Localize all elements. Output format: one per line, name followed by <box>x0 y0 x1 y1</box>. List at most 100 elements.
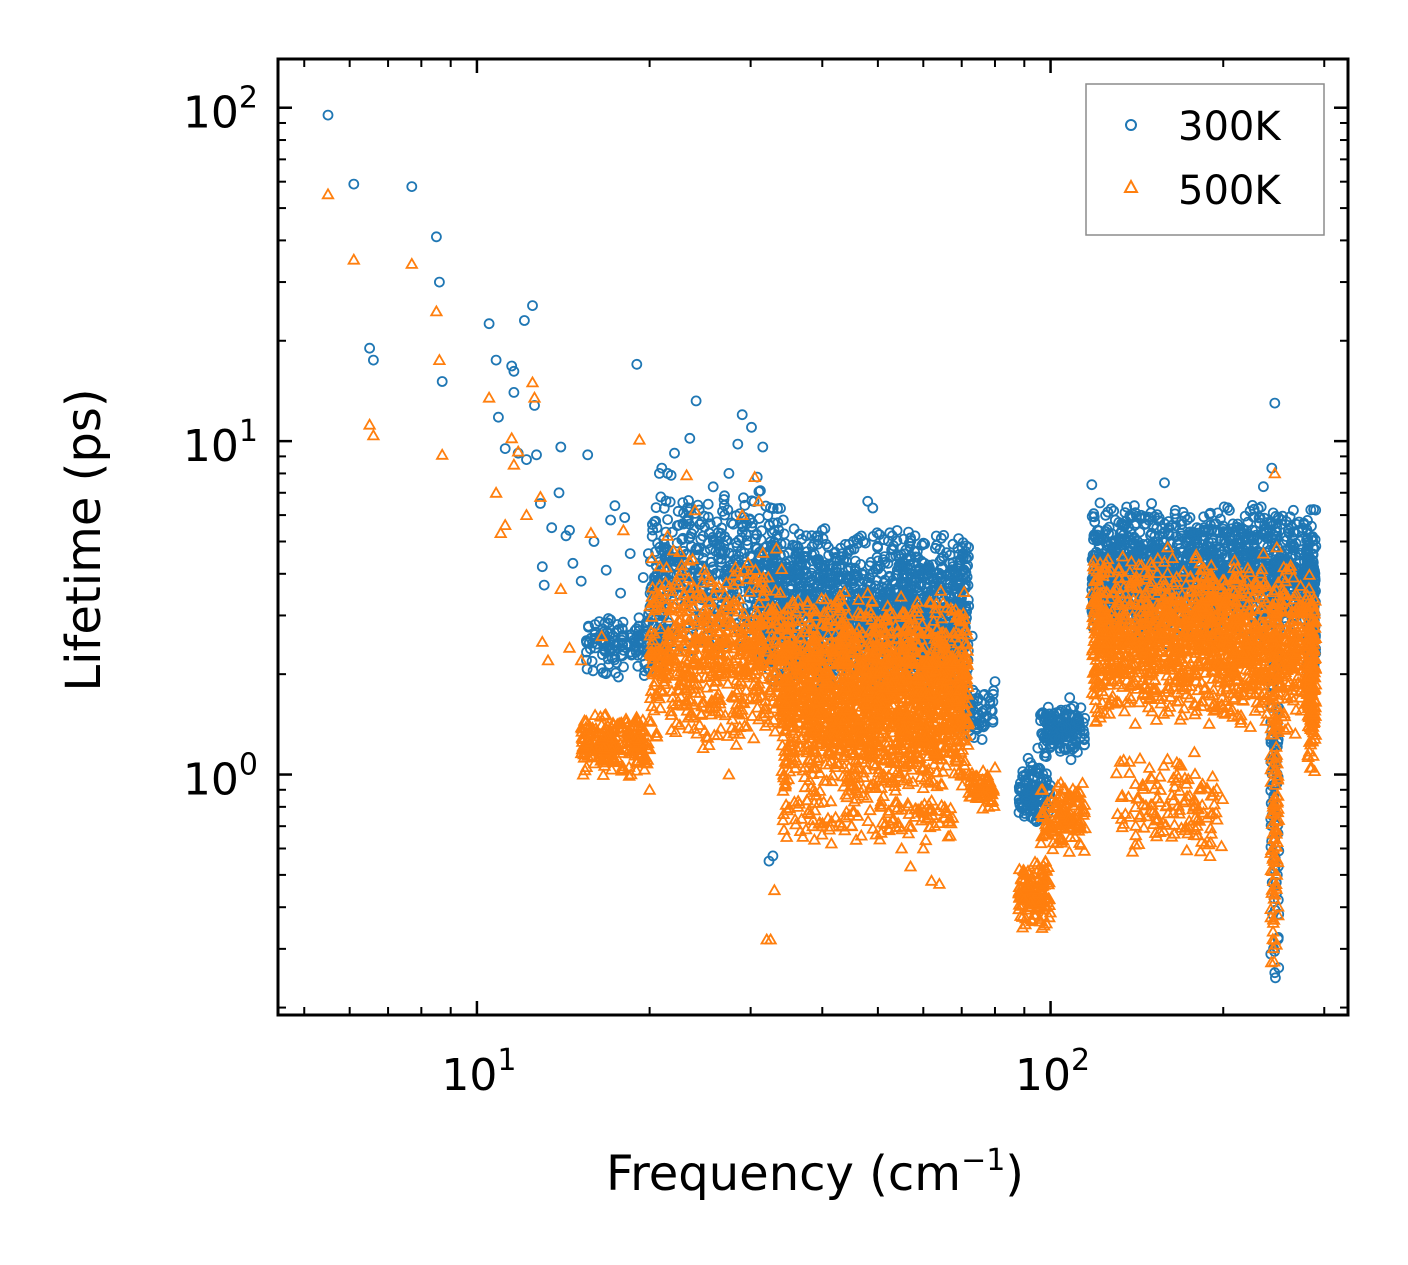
point-300K <box>778 528 790 540</box>
point-300K <box>1053 733 1065 744</box>
point-300K <box>436 376 448 387</box>
point-300K <box>499 443 511 455</box>
point-300K <box>768 525 780 536</box>
point-300K <box>851 534 863 545</box>
point-300K <box>959 568 971 580</box>
point-300K <box>963 551 974 563</box>
point-300K <box>1040 751 1052 762</box>
point-300K <box>913 571 925 583</box>
point-300K <box>1105 503 1117 515</box>
point-300K <box>508 386 520 398</box>
point-300K <box>583 620 594 632</box>
point-300K <box>521 454 532 466</box>
point-300K <box>927 559 939 571</box>
point-300K <box>1079 739 1090 751</box>
point-300K <box>506 360 518 372</box>
point-300K <box>736 409 748 421</box>
point-300K <box>884 584 896 595</box>
point-300K <box>492 411 504 423</box>
point-300K <box>960 546 971 557</box>
point-300K <box>899 591 911 603</box>
point-300K <box>766 564 778 576</box>
point-300K <box>1086 511 1098 522</box>
point-300K <box>716 548 728 560</box>
point-300K <box>1019 774 1031 786</box>
point-300K <box>613 671 624 683</box>
point-500K <box>642 783 657 795</box>
point-300K <box>842 565 854 577</box>
point-300K <box>609 500 621 512</box>
point-300K <box>1021 789 1033 801</box>
point-300K <box>881 580 893 592</box>
point-500K <box>894 841 909 854</box>
point-300K <box>1065 740 1077 752</box>
point-300K <box>684 432 696 444</box>
point-300K <box>527 300 538 312</box>
point-500K <box>435 448 449 460</box>
point-300K <box>1028 779 1040 791</box>
point-300K <box>1017 771 1028 783</box>
point-500K <box>489 486 503 498</box>
point-300K <box>1159 477 1170 489</box>
point-300K <box>1086 479 1098 491</box>
point-300K <box>669 447 680 459</box>
point-300K <box>707 481 719 493</box>
point-300K <box>567 557 579 569</box>
point-300K <box>812 534 824 546</box>
point-500K <box>729 738 744 750</box>
point-300K <box>736 526 748 538</box>
point-300K <box>364 342 376 354</box>
point-300K <box>575 575 587 587</box>
point-300K <box>688 523 700 535</box>
point-300K <box>1065 703 1077 714</box>
point-300K <box>875 560 886 572</box>
point-300K <box>796 533 808 545</box>
point-300K <box>588 536 600 547</box>
point-500K <box>679 468 694 481</box>
point-300K <box>619 512 631 523</box>
point-300K <box>919 538 931 550</box>
point-500K <box>405 257 419 269</box>
point-300K <box>1022 752 1034 764</box>
point-300K <box>508 365 520 377</box>
point-500K <box>482 390 496 403</box>
point-300K <box>1040 777 1052 788</box>
point-500K <box>767 883 782 896</box>
point-300K <box>665 469 677 481</box>
point-300K <box>875 602 887 614</box>
point-300K <box>1215 513 1226 525</box>
point-500K <box>554 582 568 594</box>
point-300K <box>1037 707 1049 718</box>
point-300K <box>718 494 730 505</box>
point-300K <box>1027 760 1039 772</box>
point-500K <box>616 523 631 536</box>
point-300K <box>856 568 867 579</box>
point-300K <box>652 570 664 582</box>
point-500K <box>362 417 377 430</box>
point-300K <box>604 628 616 639</box>
point-300K <box>858 574 869 585</box>
point-300K <box>805 567 817 579</box>
point-300K <box>646 530 658 542</box>
point-300K <box>322 109 334 121</box>
point-300K <box>1078 728 1090 740</box>
point-300K <box>1064 692 1076 704</box>
point-300K <box>633 612 645 624</box>
point-300K <box>1121 501 1133 513</box>
point-300K <box>891 525 903 536</box>
point-300K <box>1103 521 1115 533</box>
point-300K <box>972 693 984 704</box>
point-300K <box>788 523 800 535</box>
point-500K <box>541 653 555 666</box>
point-300K <box>860 537 871 549</box>
point-300K <box>707 561 719 573</box>
point-300K <box>546 522 558 534</box>
point-500K <box>584 526 598 538</box>
point-500K <box>747 731 761 744</box>
point-300K <box>1204 509 1215 520</box>
point-500K <box>507 457 521 470</box>
point-300K <box>778 549 790 561</box>
point-300K <box>723 467 735 479</box>
point-300K <box>1134 526 1146 538</box>
point-300K <box>900 544 912 556</box>
